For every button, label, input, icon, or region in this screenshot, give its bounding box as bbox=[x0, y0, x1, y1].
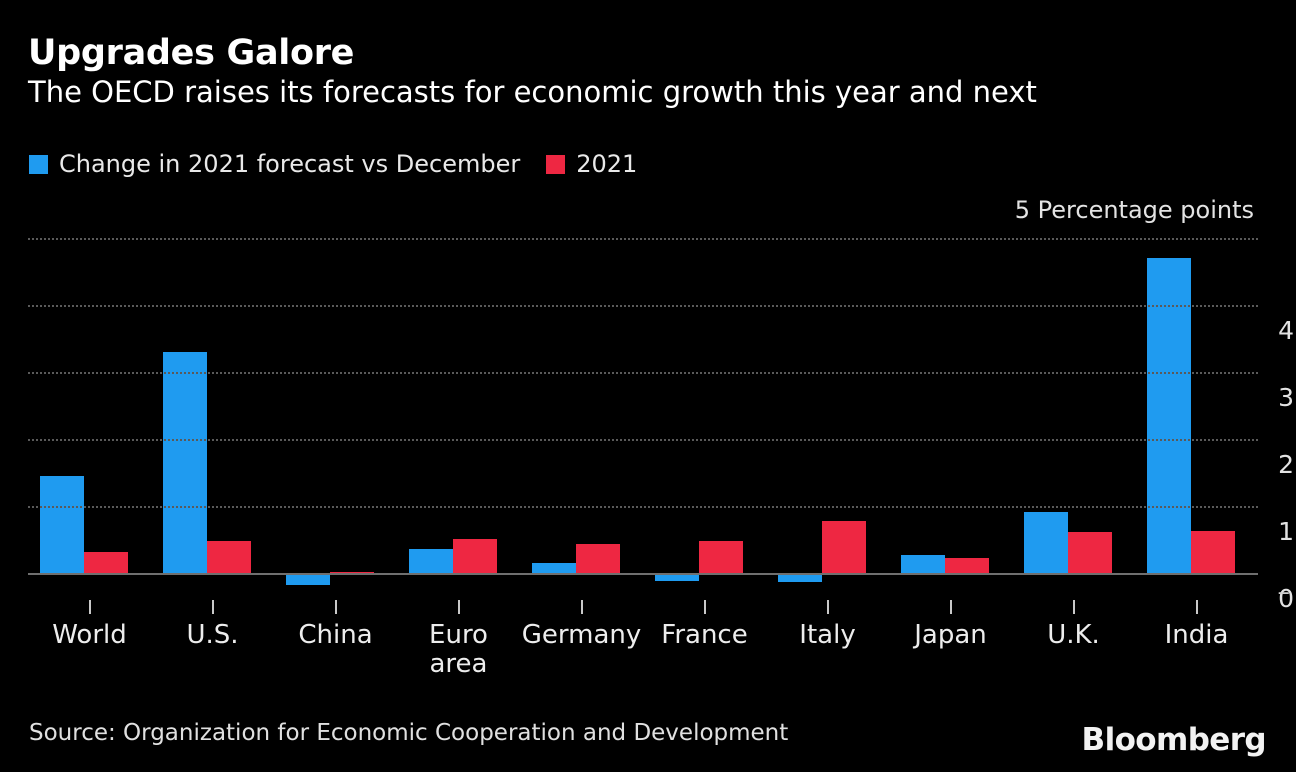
bar-group bbox=[900, 238, 989, 573]
bar-group bbox=[1146, 238, 1235, 573]
bar-blue-world[interactable] bbox=[39, 475, 84, 573]
x-axis-tick-japan: Japan bbox=[889, 575, 1012, 650]
x-axis-tick-label: Germany bbox=[521, 620, 642, 650]
x-axis-tick-china: China bbox=[274, 575, 397, 650]
bar-red-india[interactable] bbox=[1190, 531, 1235, 573]
x-axis-tick-mark bbox=[826, 600, 829, 614]
bar-red-euro-area[interactable] bbox=[452, 538, 497, 573]
x-axis-tick-label: India bbox=[1164, 620, 1229, 650]
legend-label: 2021 bbox=[576, 150, 638, 178]
gridline bbox=[28, 305, 1258, 307]
y-axis-tick-label: 0 bbox=[1278, 584, 1294, 613]
bar-red-germany[interactable] bbox=[575, 544, 620, 573]
y-axis-tick-label: 3 bbox=[1278, 383, 1294, 412]
x-axis-tick-mark bbox=[1072, 600, 1075, 614]
bar-blue-india[interactable] bbox=[1146, 258, 1191, 573]
bar-blue-euro-area[interactable] bbox=[408, 548, 453, 573]
legend-swatch-blue-icon bbox=[29, 154, 48, 174]
x-axis: World U.S. China Euro area Germany France Ital… bbox=[28, 575, 1258, 705]
y-axis-tick-label: 1 bbox=[1278, 517, 1294, 546]
x-axis-tick-label: U.S. bbox=[186, 620, 239, 650]
bar-blue-japan[interactable] bbox=[900, 554, 945, 573]
x-axis-tick-france: France bbox=[643, 575, 766, 650]
legend-label: Change in 2021 forecast vs December bbox=[59, 150, 521, 178]
bar-blue-germany[interactable] bbox=[531, 562, 576, 573]
bar-red-u-k[interactable] bbox=[1067, 532, 1112, 573]
bar-group bbox=[654, 238, 743, 582]
x-axis-tick-mark bbox=[703, 600, 706, 614]
bar-blue-u-k[interactable] bbox=[1023, 512, 1068, 573]
x-axis-tick-label: France bbox=[661, 620, 748, 650]
source-note: Source: Organization for Economic Cooper… bbox=[29, 720, 789, 746]
gridline bbox=[28, 439, 1258, 441]
bar-blue-italy[interactable] bbox=[777, 573, 822, 582]
bar-blue-china[interactable] bbox=[285, 573, 330, 586]
x-axis-tick-label: U.K. bbox=[1047, 620, 1100, 650]
bar-group bbox=[531, 238, 620, 573]
bar-red-u-s[interactable] bbox=[206, 540, 251, 573]
x-axis-tick-mark bbox=[949, 600, 952, 614]
x-axis-tick-u-s-: U.S. bbox=[151, 575, 274, 650]
bar-red-japan[interactable] bbox=[944, 558, 989, 573]
gridline bbox=[28, 372, 1258, 374]
x-axis-tick-label: Euro area bbox=[429, 620, 488, 680]
bar-group bbox=[285, 238, 374, 586]
x-axis-tick-mark bbox=[580, 600, 583, 614]
x-axis-tick-euro-area: Euro area bbox=[397, 575, 520, 679]
x-axis-tick-mark bbox=[457, 600, 460, 614]
bar-red-world[interactable] bbox=[83, 552, 128, 573]
page-subtitle: The OECD raises its forecasts for econom… bbox=[28, 75, 1037, 109]
y-axis-tick-label: 2 bbox=[1278, 450, 1294, 479]
bar-blue-u-s[interactable] bbox=[162, 351, 207, 573]
bar-series-layer bbox=[28, 238, 1258, 586]
x-axis-tick-u-k-: U.K. bbox=[1012, 575, 1135, 650]
x-axis-tick-world: World bbox=[28, 575, 151, 650]
bar-blue-france[interactable] bbox=[654, 573, 699, 582]
x-axis-tick-mark bbox=[211, 600, 214, 614]
y-axis-zero-dash: – bbox=[1277, 577, 1291, 606]
x-axis-tick-mark bbox=[1195, 600, 1198, 614]
zero-baseline bbox=[28, 573, 1258, 575]
x-axis-tick-mark bbox=[334, 600, 337, 614]
bar-group bbox=[408, 238, 497, 573]
legend-item-2021[interactable]: 2021 bbox=[546, 152, 637, 176]
bloomberg-logo: Bloomberg bbox=[1081, 722, 1267, 758]
x-axis-tick-label: World bbox=[52, 620, 127, 650]
x-axis-tick-label: China bbox=[298, 620, 373, 650]
x-axis-tick-label: Japan bbox=[914, 620, 987, 650]
plot-area: 4 3 2 1 0– bbox=[28, 238, 1294, 611]
x-axis-tick-label: Italy bbox=[799, 620, 856, 650]
bar-group bbox=[1023, 238, 1112, 573]
x-axis-tick-mark bbox=[88, 600, 91, 614]
x-axis-tick-india: India bbox=[1135, 575, 1258, 650]
bar-group bbox=[39, 238, 128, 573]
page-title: Upgrades Galore bbox=[28, 33, 355, 73]
x-axis-tick-italy: Italy bbox=[766, 575, 889, 650]
bar-red-china[interactable] bbox=[329, 571, 374, 573]
chart-header: Upgrades Galore The OECD raises its fore… bbox=[28, 33, 1268, 109]
bar-red-italy[interactable] bbox=[821, 521, 866, 573]
y-axis-tick-label: 4 bbox=[1278, 316, 1294, 345]
gridline bbox=[28, 506, 1258, 508]
bar-group bbox=[162, 238, 251, 573]
legend-swatch-red-icon bbox=[546, 154, 566, 174]
legend-item-change-2021-forecast[interactable]: Change in 2021 forecast vs December bbox=[29, 152, 520, 176]
gridline bbox=[28, 238, 1258, 240]
bar-red-france[interactable] bbox=[698, 540, 743, 573]
x-axis-tick-germany: Germany bbox=[520, 575, 643, 650]
chart-legend: Change in 2021 forecast vs December 2021 bbox=[29, 152, 637, 176]
bar-group bbox=[777, 238, 866, 582]
y-axis-unit-label: 5 Percentage points bbox=[1014, 196, 1254, 224]
